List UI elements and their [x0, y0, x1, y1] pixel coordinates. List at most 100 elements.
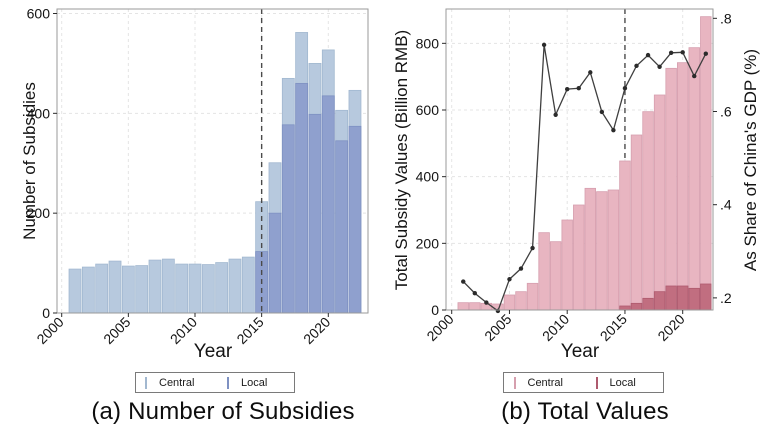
- panel-a-legend-label-local: Local: [241, 376, 268, 389]
- panel_a-bar-central-2004: [108, 260, 122, 314]
- svg-text:0: 0: [431, 302, 439, 318]
- panel_b-gdp-point-2009: [553, 112, 558, 117]
- svg-text:200: 200: [416, 235, 440, 251]
- panel_a-bar-central-2001: [68, 268, 82, 314]
- panel_b-bar-central-2008: [538, 232, 550, 311]
- panel_b-gdp-point-2010: [565, 86, 570, 92]
- panel_b-gdp-point-2004: [495, 308, 501, 314]
- svg-text:400: 400: [416, 169, 440, 185]
- panel_b-gdp-point-2017: [645, 52, 651, 58]
- panel_b-bar-local-2020: [677, 285, 689, 311]
- panel_b-bar-central-2020: [677, 62, 689, 311]
- panel_a-bar-central-2002: [81, 266, 95, 314]
- panel_b-bar-local-2016: [630, 302, 643, 311]
- panel_b-gdp-point-2005: [507, 277, 512, 282]
- panel_b-gdp-point-2006: [518, 266, 524, 271]
- panel_a-bar-central-2013: [228, 258, 242, 314]
- panel_b-plot-border: [445, 8, 714, 311]
- svg-text:0: 0: [42, 305, 50, 321]
- panel-a-caption: (a) Number of Subsidies: [91, 398, 355, 425]
- panel_b-gdp-point-2020: [680, 50, 685, 55]
- panel_b-bar-central-2009: [549, 241, 562, 311]
- panel_a-bar-local-2020: [321, 95, 335, 314]
- panel_a-bar-central-2005: [121, 265, 135, 314]
- panel_a-bar-central-2012: [215, 262, 229, 314]
- panel_b-bar-central-2012: [584, 187, 597, 311]
- panel_a-bar-central-2003: [95, 263, 109, 314]
- panel_b-gdp-point-2021: [692, 73, 697, 79]
- panel-b-left-y-axis-title: Total Subsidy Values (Billion RMB): [392, 29, 411, 291]
- svg-text:200: 200: [27, 205, 51, 221]
- panel_a-bar-central-2009: [175, 263, 189, 314]
- panel_b-gdp-point-2011: [576, 86, 581, 91]
- svg-text:.2: .2: [720, 290, 732, 306]
- svg-text:400: 400: [27, 105, 51, 121]
- panel_b-gdp-point-2007: [530, 245, 535, 251]
- panel_b-bar-central-2002: [469, 302, 481, 311]
- panel_a-plot-border: [56, 8, 369, 314]
- panel_b-bar-local-2019: [665, 285, 677, 311]
- panel_b-gdp-point-2012: [588, 70, 593, 75]
- panel-b-caption: (b) Total Values: [501, 398, 669, 425]
- panel_b-bar-central-2006: [515, 291, 527, 311]
- panel-a-x-axis-title: Year: [193, 341, 233, 362]
- panel_a-bar-central-2010: [188, 263, 202, 314]
- panel_b-bar-central-2011: [573, 204, 585, 311]
- panel_b-bar-central-2015: [619, 160, 631, 311]
- panel_b-bar-central-2014: [607, 189, 620, 311]
- panel_a-bar-central-2014: [241, 256, 255, 314]
- legend-swatch-local-blue-icon: [227, 376, 229, 389]
- svg-text:2000: 2000: [423, 311, 456, 344]
- svg-text:.8: .8: [720, 10, 732, 26]
- panel_b-bar-central-2013: [596, 191, 608, 311]
- svg-text:800: 800: [416, 35, 440, 51]
- panel-b-legend-label-central: Central: [527, 376, 563, 389]
- svg-text:2005: 2005: [481, 311, 514, 344]
- panel_b-bar-central-2016: [630, 134, 643, 311]
- panel_b-gdp-point-2015: [622, 86, 628, 91]
- panel_b-bar-central-2017: [642, 111, 654, 311]
- panel-b-x-axis-title: Year: [560, 341, 600, 362]
- panel_b-gdp-point-2013: [599, 109, 605, 115]
- svg-text:2015: 2015: [597, 311, 630, 344]
- panel_b-gdp-point-2008: [541, 42, 547, 48]
- panel_b-bar-central-2021: [688, 47, 700, 311]
- panel-b-legend: Central Local: [503, 372, 664, 393]
- panel_a-bar-local-2018: [295, 82, 309, 314]
- panel_b-gdp-point-2002: [472, 291, 477, 296]
- svg-text:.6: .6: [720, 104, 732, 120]
- panel_a-bar-local-2022: [348, 125, 362, 314]
- panel_b-gdp-share-line: [461, 42, 708, 314]
- panel_a-bar-local-2019: [308, 113, 322, 314]
- panel_a-bar-local-2016: [268, 212, 282, 314]
- panel_b-bar-central-2018: [653, 94, 666, 311]
- panel_b-bar-central-2007: [526, 282, 539, 311]
- panel_a-bars-local: [255, 82, 362, 314]
- panel_b-bar-local-2015: [619, 305, 631, 311]
- panel_b-gdp-point-2014: [611, 127, 616, 133]
- svg-text:600: 600: [27, 5, 51, 21]
- panel_b-gdp-point-2016: [634, 63, 639, 69]
- panel_b-chart: 0 200 400 600 800 .2 .4 .6 .8 2000 2005 2010 2015 202…: [416, 8, 732, 344]
- panel_b-bar-local-2018: [653, 291, 666, 311]
- panel_a-bar-local-2021: [335, 140, 349, 314]
- panel_a-bar-central-2008: [161, 258, 175, 314]
- panel_b-gdp-point-2001: [461, 279, 466, 284]
- legend-swatch-central-pink-icon: [513, 376, 516, 389]
- svg-text:2010: 2010: [539, 311, 572, 344]
- panel-b-right-y-axis-title: As Share of China's GDP (%): [741, 48, 760, 272]
- svg-text:.4: .4: [720, 197, 732, 213]
- legend-swatch-central-blue-icon: [145, 376, 147, 389]
- panel_b-gdp-point-2022: [703, 51, 708, 56]
- panel_b-bar-local-2017: [642, 297, 654, 311]
- panel_b-bars-central: [457, 16, 712, 311]
- panel-b-legend-label-local: Local: [609, 376, 636, 389]
- panel_b-gdp-point-2003: [484, 300, 489, 305]
- panel_b-bar-local-2021: [688, 287, 700, 311]
- svg-text:2020: 2020: [654, 311, 687, 344]
- panel-a-y-axis-title: Number of Subsidies: [20, 82, 39, 240]
- legend-swatch-local-red-icon: [595, 376, 598, 389]
- svg-text:600: 600: [416, 102, 440, 118]
